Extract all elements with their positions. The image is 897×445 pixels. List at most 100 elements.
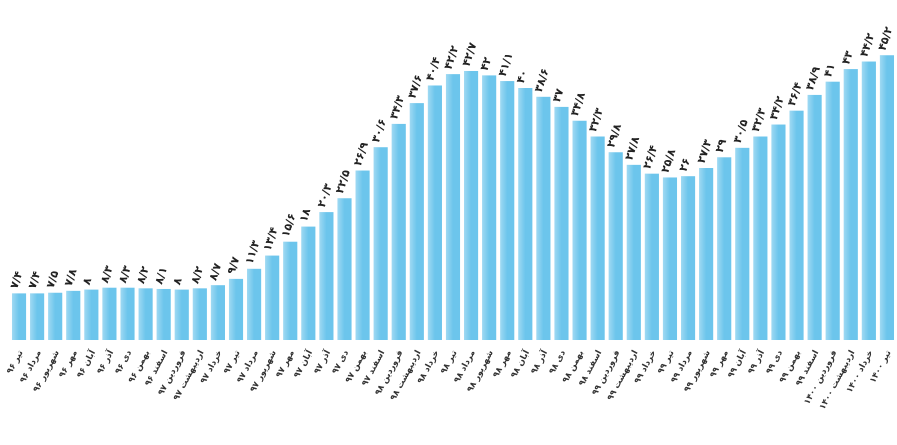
bar-shine	[518, 88, 533, 340]
value-label: ۴۴/۲	[857, 31, 877, 58]
x-tick-label: آبان ۹۸	[507, 347, 532, 380]
value-label: ۴۰	[514, 68, 531, 85]
bar-shine	[66, 290, 81, 340]
value-label: ۸/۳	[116, 264, 134, 285]
value-label: ۸	[170, 276, 185, 287]
value-label: ۲۰/۳	[315, 182, 335, 209]
bar-shine	[120, 287, 135, 340]
value-label: ۳۷/۶	[405, 73, 425, 100]
bar-shine	[283, 241, 298, 340]
bar-shine	[427, 85, 442, 340]
value-label: ۷/۴	[8, 269, 26, 290]
bar-shine	[771, 124, 786, 340]
value-label: ۳۰/۶	[369, 117, 389, 144]
value-label: ۳۸/۶	[532, 67, 552, 94]
bar-shine	[409, 103, 424, 341]
bar-shine	[138, 288, 153, 340]
value-label: ۲۶/۴	[640, 143, 660, 170]
bar-shine	[11, 293, 27, 340]
value-label: ۸/۲	[188, 264, 206, 285]
value-label: ۱۵/۶	[279, 212, 299, 239]
value-label: ۴۵/۲	[875, 25, 895, 52]
x-tick-label: آبان ۹۹	[724, 347, 749, 380]
value-label: ۹/۷	[225, 255, 243, 276]
bar-shine	[807, 94, 822, 341]
value-label: ۴۲	[478, 55, 495, 72]
bar-shine	[843, 69, 858, 340]
value-label: ۸/۱	[152, 265, 170, 286]
value-label: ۳۷	[550, 87, 567, 104]
bar-shine	[681, 176, 696, 340]
bar-shine	[192, 288, 207, 340]
value-label: ۱۸	[297, 206, 314, 223]
value-label: ۲۹/۸	[604, 122, 624, 149]
value-label: ۷/۵	[44, 269, 62, 290]
x-tick-label: آبان ۹۶	[73, 347, 98, 380]
value-label: ۲۹	[713, 137, 730, 154]
bar-shine	[825, 81, 840, 340]
value-label: ۸/۳	[98, 264, 116, 285]
value-label: ۷/۸	[62, 267, 80, 288]
value-label: ۲۶	[677, 156, 694, 173]
bar-shine	[789, 110, 804, 341]
bar-shine	[590, 136, 605, 340]
bar-shine	[753, 136, 768, 340]
value-label: ۴۳	[839, 49, 856, 66]
value-label: ۴۱/۱	[496, 51, 516, 78]
bar-shine	[84, 289, 99, 340]
value-label: ۳۸/۹	[803, 65, 823, 92]
bar-shine	[735, 147, 750, 340]
value-label: ۸/۷	[206, 261, 224, 282]
value-label: ۳۴/۸	[568, 90, 588, 117]
value-label: ۴۲/۲	[441, 44, 461, 71]
bar-shine	[626, 164, 641, 340]
bar-shine	[464, 70, 479, 341]
bar-shine	[247, 268, 262, 340]
value-label: ۲۶/۹	[351, 140, 371, 167]
value-label: ۳۲/۳	[749, 106, 769, 133]
value-label: ۴۱	[821, 62, 838, 79]
bar-shine	[482, 75, 497, 341]
bar-shine	[717, 157, 732, 340]
bar-shine	[228, 278, 244, 340]
bar-shine	[265, 255, 280, 340]
value-label: ۲۵/۸	[658, 147, 678, 174]
value-label: ۴۰/۴	[423, 55, 443, 82]
value-label: ۸/۲	[134, 264, 152, 285]
bar-shine	[319, 212, 334, 340]
value-label: ۳۴/۳	[387, 94, 407, 121]
bar-shine	[445, 74, 461, 340]
bar-shine	[500, 81, 515, 340]
bar-shine	[861, 61, 876, 340]
bar-shine	[536, 96, 551, 340]
value-label: ۲۷/۳	[695, 138, 715, 165]
bar-shine	[102, 287, 117, 340]
value-label: ۷/۴	[26, 269, 44, 290]
value-label: ۱۳/۴	[261, 225, 281, 252]
bar-shine	[644, 173, 659, 340]
bar-shine	[30, 293, 45, 340]
bar-shine	[662, 177, 678, 340]
value-label: ۲۷/۸	[622, 135, 642, 162]
bar-shine	[699, 168, 714, 340]
bar-shine	[337, 198, 352, 340]
bar-shine	[391, 123, 406, 340]
value-label: ۴۲/۷	[460, 41, 480, 68]
value-label: ۳۲/۳	[586, 106, 606, 133]
value-label: ۳۶/۴	[785, 80, 805, 107]
value-label: ۲۲/۵	[333, 168, 353, 195]
value-label: ۸	[80, 276, 95, 287]
bar-shine	[608, 152, 623, 340]
bar-shine	[174, 289, 189, 340]
value-label: ۳۴/۲	[767, 94, 787, 121]
bar-shine	[48, 292, 63, 340]
x-tick-label: آبان ۹۷	[290, 347, 315, 380]
bar-shine	[879, 55, 895, 341]
bar-shine	[572, 120, 587, 340]
bar-shine	[554, 106, 569, 341]
bar-shine	[355, 170, 370, 340]
bar-shine	[156, 288, 171, 340]
value-label: ۱۱/۳	[243, 238, 263, 265]
bar-shine	[210, 285, 225, 340]
